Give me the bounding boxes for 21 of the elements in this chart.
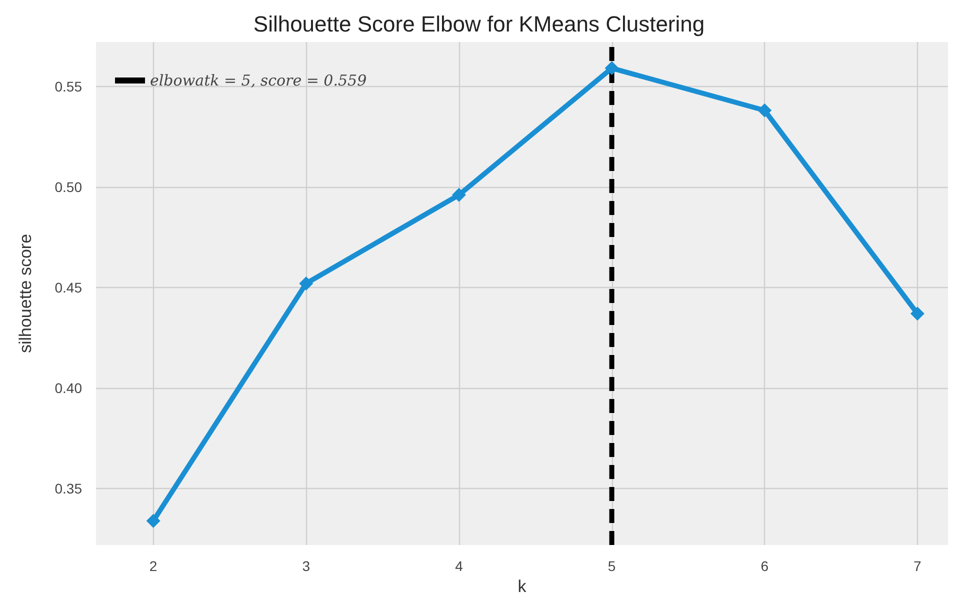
x-tick-label: 2: [149, 558, 158, 574]
point: [299, 276, 314, 290]
y-tick-label: 0.55: [54, 78, 82, 94]
y-tick-label: 0.45: [54, 279, 82, 296]
x-tick-label: 7: [914, 558, 922, 574]
y-tick-label: 0.40: [54, 380, 82, 396]
point: [604, 61, 619, 76]
y-tick-label: 0.35: [54, 480, 82, 497]
chart-title: Silhouette Score Elbow for KMeans Clustering: [253, 12, 705, 36]
x-axis-title: k: [518, 576, 527, 596]
x-tick-label: 3: [302, 558, 310, 574]
point: [452, 188, 466, 202]
legend-label: elbowatk = 5, score = 0.559: [150, 72, 368, 90]
x-tick-label: 6: [760, 558, 769, 574]
x-tick-label: 4: [455, 558, 464, 574]
point: [758, 103, 772, 118]
point: [910, 306, 924, 321]
point: [146, 514, 160, 528]
y-tick-label: 0.50: [54, 178, 82, 195]
x-tick-label: 5: [608, 558, 616, 574]
y-axis-title: silhouette score: [16, 234, 35, 354]
